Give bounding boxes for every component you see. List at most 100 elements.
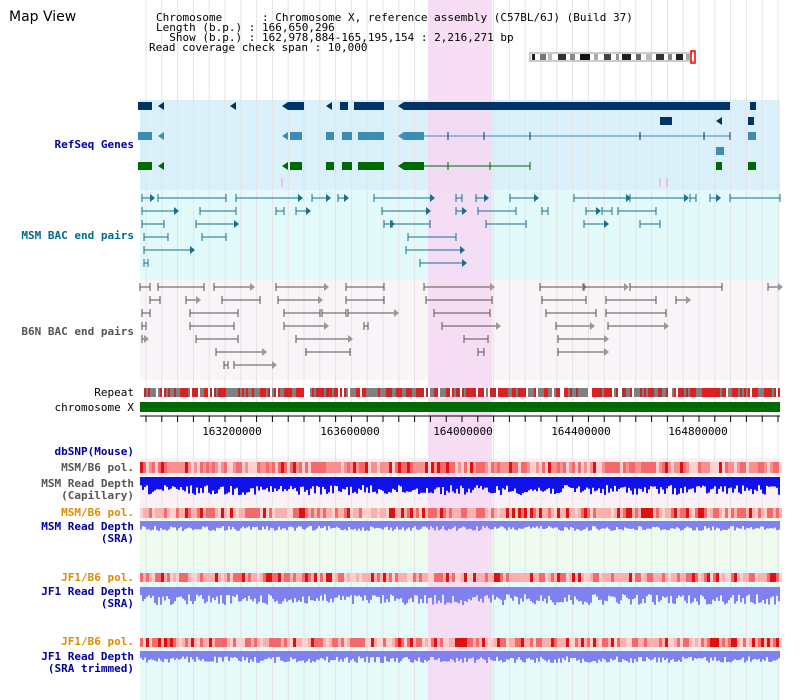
pol-block [752,462,755,473]
pol-block [536,573,539,582]
depth-bar [666,651,668,659]
track-label-jf1-depth-trim[interactable]: JF1 Read Depth [41,650,134,663]
track-label-msm-b6-pol-2[interactable]: MSM/B6 pol. [61,506,134,519]
depth-bar [418,521,420,530]
track-label-refseq[interactable]: RefSeq Genes [54,138,134,151]
depth-bar [466,651,468,663]
pol-block [740,573,743,582]
depth-bar [314,521,316,531]
depth-bar [600,477,602,494]
depth-bar [500,477,502,495]
depth-bar [448,521,450,529]
pol-block [203,508,206,518]
depth-bar [600,651,602,662]
depth-bar [738,477,740,493]
repeat-block [432,388,434,397]
track-label-msm-b6-pol-1[interactable]: MSM/B6 pol. [61,461,134,474]
depth-bar [498,521,500,528]
depth-bar [282,651,284,662]
repeat-block [328,388,330,397]
depth-bar [546,651,548,662]
depth-bar [658,651,660,658]
depth-bar [246,587,248,601]
pol-block [230,638,233,647]
depth-bar [572,477,574,488]
pol-block [221,462,224,473]
depth-bar [178,587,180,598]
depth-bar [602,477,604,489]
pol-block [449,638,452,647]
track-label-msm-depth-sra[interactable]: MSM Read Depth [41,520,134,533]
depth-bar [410,587,412,599]
pol-block [758,508,761,518]
track-label-jf1-b6-pol-1[interactable]: JF1/B6 pol. [61,571,134,584]
depth-bar [748,651,750,657]
depth-bar [290,651,292,658]
depth-bar [278,587,280,604]
pol-block [218,462,221,473]
depth-bar [262,587,264,603]
pol-block [278,573,281,582]
pol-block [278,508,281,518]
pol-block [458,508,461,518]
pol-block [551,573,554,582]
repeat-block [198,388,200,397]
pol-block [626,638,629,647]
depth-bar [314,477,316,494]
track-label-dbsnp[interactable]: dbSNP(Mouse) [54,445,134,458]
repeat-block [370,388,372,397]
repeat-block [546,388,548,397]
depth-bar [284,477,286,490]
depth-bar [274,651,276,663]
depth-bar [400,587,402,599]
depth-bar [448,477,450,493]
depth-bar [284,587,286,599]
depth-bar [724,651,726,658]
pol-block [170,638,173,647]
depth-bar [662,521,664,530]
pol-block [140,573,143,582]
depth-bar [510,521,512,530]
depth-bar [636,587,638,595]
depth-bar [550,587,552,601]
pol-block [710,638,713,647]
pol-block [212,462,215,473]
pol-block [731,573,734,582]
track-label-jf1-depth-sra[interactable]: JF1 Read Depth [41,585,134,598]
depth-bar [328,477,330,493]
depth-bar [716,521,718,528]
track-label-jf1-b6-pol-2[interactable]: JF1/B6 pol. [61,635,134,648]
track-label-repeat[interactable]: Repeat [94,386,134,399]
track-label-b6n-bac[interactable]: B6N BAC end pairs [21,325,134,338]
depth-bar [266,587,268,605]
track-label-chromosome[interactable]: chromosome X [54,401,134,414]
depth-bar [320,521,322,529]
depth-bar [236,651,238,659]
depth-bar [490,477,492,494]
repeat-block [428,388,430,397]
repeat-block [342,388,344,397]
depth-bar [346,521,348,531]
depth-bar [204,587,206,604]
depth-bar [302,521,304,530]
depth-bar [180,521,182,527]
pol-block [194,573,197,582]
depth-bar [500,587,502,600]
depth-bar [710,521,712,531]
pol-block [578,462,581,473]
pol-block [668,508,671,518]
repeat-block [712,388,714,397]
track-label-msm-bac[interactable]: MSM BAC end pairs [21,229,134,242]
track-label-msm-depth-cap[interactable]: MSM Read Depth [41,477,134,490]
pol-block [428,462,431,473]
pol-block [332,462,335,473]
pol-block [212,573,215,582]
pol-block [530,573,533,582]
pol-block [647,573,650,582]
pol-block [518,573,521,582]
depth-bar [162,587,164,597]
pol-block [743,573,746,582]
pol-block [593,462,596,473]
